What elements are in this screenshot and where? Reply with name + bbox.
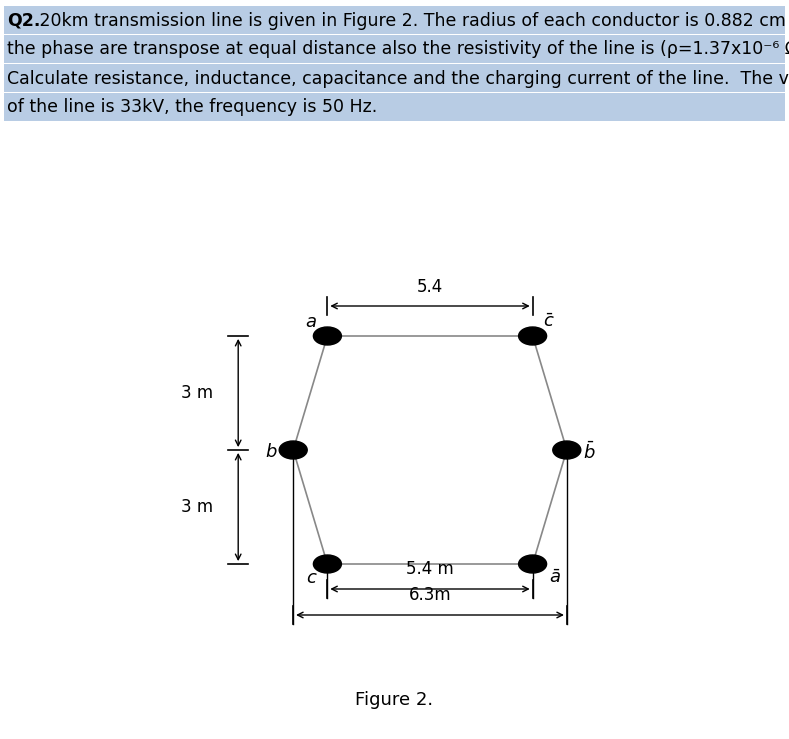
FancyBboxPatch shape	[4, 6, 785, 34]
Text: $a$: $a$	[305, 313, 317, 331]
Ellipse shape	[313, 555, 342, 573]
Ellipse shape	[518, 327, 547, 345]
Text: of the line is 33kV, the frequency is 50 Hz.: of the line is 33kV, the frequency is 50…	[7, 98, 377, 117]
Text: $b$: $b$	[265, 443, 278, 461]
Text: Q2.: Q2.	[7, 12, 40, 30]
Text: $\bar{c}$: $\bar{c}$	[543, 313, 555, 331]
Ellipse shape	[518, 555, 547, 573]
Text: 20km transmission line is given in Figure 2. The radius of each conductor is 0.8: 20km transmission line is given in Figur…	[34, 12, 789, 30]
Text: Figure 2.: Figure 2.	[355, 691, 433, 709]
Text: $c$: $c$	[305, 569, 317, 587]
Text: 5.4: 5.4	[417, 278, 443, 296]
FancyBboxPatch shape	[4, 35, 785, 63]
FancyBboxPatch shape	[4, 93, 785, 121]
Text: 3 m: 3 m	[181, 498, 213, 516]
FancyBboxPatch shape	[4, 64, 785, 92]
Text: $\bar{a}$: $\bar{a}$	[548, 569, 561, 587]
Text: $\bar{b}$: $\bar{b}$	[582, 441, 595, 463]
Text: 5.4 m: 5.4 m	[406, 560, 454, 578]
Text: 3 m: 3 m	[181, 384, 213, 402]
Ellipse shape	[279, 441, 307, 459]
Ellipse shape	[313, 327, 342, 345]
Text: 6.3m: 6.3m	[409, 586, 451, 604]
Text: the phase are transpose at equal distance also the resistivity of the line is (ρ: the phase are transpose at equal distanc…	[7, 41, 789, 58]
Text: Calculate resistance, inductance, capacitance and the charging current of the li: Calculate resistance, inductance, capaci…	[7, 69, 789, 87]
Ellipse shape	[553, 441, 581, 459]
